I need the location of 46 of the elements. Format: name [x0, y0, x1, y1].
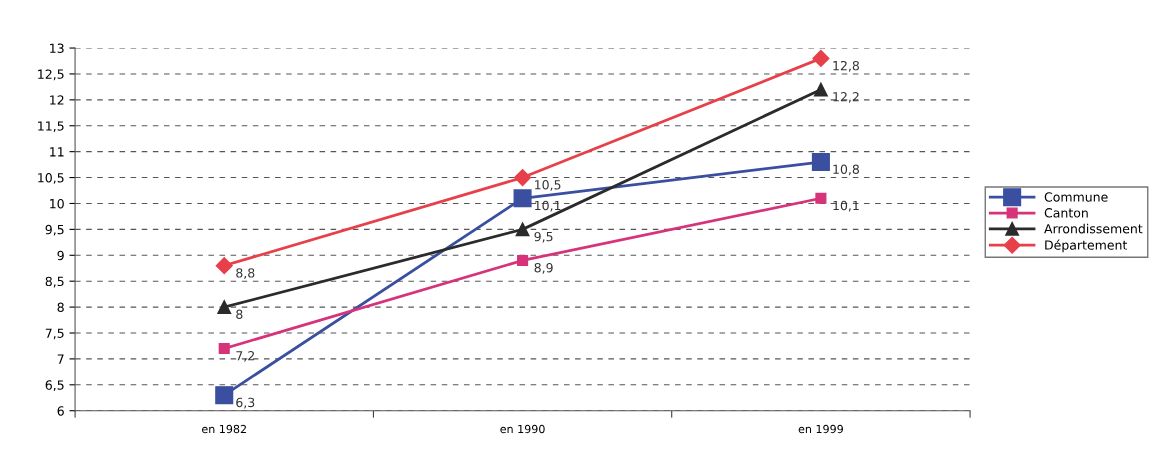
y-tick-label: 7,5	[45, 328, 64, 340]
point	[813, 82, 828, 97]
y-tick-label: 13	[50, 43, 64, 53]
point	[215, 257, 233, 275]
data-label: 10,1	[535, 200, 561, 212]
point	[815, 192, 827, 204]
point	[515, 222, 530, 237]
y-tick-label: 8	[57, 302, 64, 313]
y-tick-label: 8,5	[45, 276, 64, 288]
y-tick-label: 10,5	[38, 173, 64, 184]
data-label: 7,2	[236, 351, 254, 362]
data-label: 8,8	[236, 268, 255, 279]
y-tick-label: 6,5	[45, 380, 64, 392]
legend-label: Arrondissement	[1044, 223, 1143, 234]
data-label: 12,8	[833, 60, 859, 72]
point	[513, 189, 532, 208]
data-label: 6,3	[236, 397, 255, 409]
point	[215, 386, 234, 405]
data-label: 10,5	[535, 180, 561, 191]
data-label: 8,9	[534, 262, 553, 274]
point	[217, 300, 232, 315]
data-label: 9,5	[534, 231, 553, 243]
x-tick-label: en 1982	[202, 424, 246, 434]
y-tick-label: 11	[50, 147, 64, 157]
y-tick-label: 12	[50, 95, 64, 105]
y-tick-label: 6	[57, 406, 64, 416]
point	[218, 342, 230, 355]
y-tick-label: 9,5	[45, 224, 64, 236]
point	[811, 152, 830, 172]
legend-label: Département	[1045, 239, 1128, 253]
legend-label: Canton	[1044, 208, 1088, 218]
x-tick-label: en 1999	[798, 424, 843, 434]
point	[812, 49, 830, 67]
y-tick-label: 9	[57, 250, 64, 261]
data-label: 8	[236, 309, 243, 320]
point	[514, 169, 532, 187]
data-label: 10,8	[833, 164, 859, 176]
y-tick-label: 10	[50, 198, 64, 209]
legend-label: Commune	[1044, 192, 1108, 202]
y-tick-label: 11,5	[38, 121, 64, 132]
data-label: 10,1	[833, 200, 859, 212]
y-tick-label: 12,5	[38, 69, 64, 81]
x-tick-label: en 1990	[500, 424, 545, 434]
data-label: 12,2	[833, 92, 859, 103]
point	[517, 254, 529, 267]
y-tick-label: 7	[57, 354, 64, 364]
